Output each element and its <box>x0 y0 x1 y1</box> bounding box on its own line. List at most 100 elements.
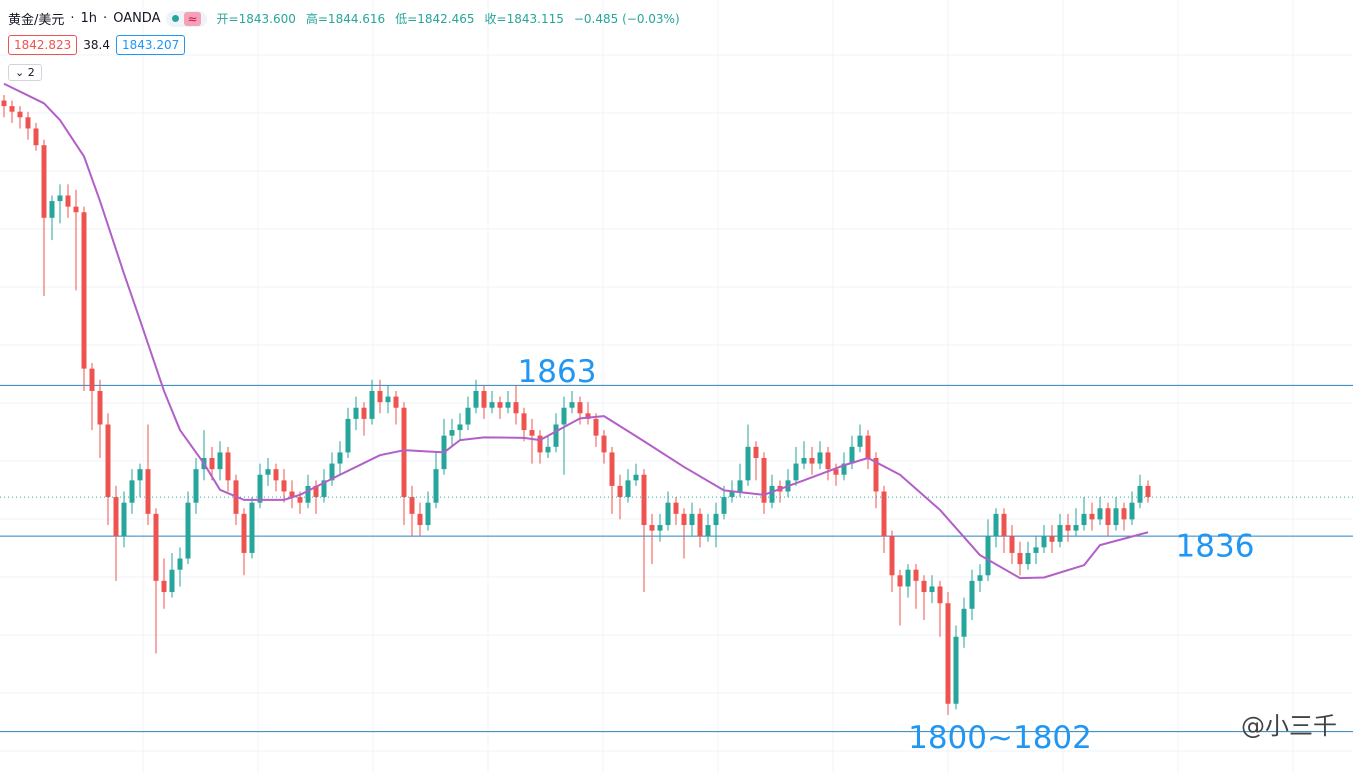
ohlc-high: 高=1844.616 <box>305 12 386 26</box>
candle-body <box>401 407 407 498</box>
candle-body <box>713 513 719 526</box>
candle-body <box>329 463 335 481</box>
candle-body <box>1081 513 1087 526</box>
candle-body <box>521 413 527 431</box>
candle-body <box>161 580 167 593</box>
candle-body <box>561 407 567 425</box>
candle-body <box>65 195 71 207</box>
candle-body <box>905 569 911 587</box>
candle-body <box>9 106 15 112</box>
candle-body <box>545 446 551 453</box>
candle-body <box>633 474 639 481</box>
candle-body <box>305 485 311 503</box>
candle-body <box>593 418 599 436</box>
candle-body <box>801 457 807 464</box>
candle-body <box>81 212 87 369</box>
candle-body <box>1049 536 1055 542</box>
candle-body <box>449 430 455 436</box>
candle-body <box>193 469 199 503</box>
level-label: 1800~1802 <box>908 720 1092 756</box>
candle-body <box>257 474 263 503</box>
candle-body <box>97 390 103 425</box>
candle-body <box>41 145 47 218</box>
candle-body <box>1001 513 1007 537</box>
candle-body <box>513 402 519 414</box>
candle-body <box>761 457 767 503</box>
candle-body <box>849 446 855 464</box>
layers-toggle[interactable]: ⌄ 2 <box>8 64 42 81</box>
candle-body <box>529 430 535 436</box>
candle-body <box>73 206 79 213</box>
candle-body <box>17 111 23 118</box>
candle-body <box>281 480 287 492</box>
candle-body <box>1057 525 1063 542</box>
candle-body <box>1 100 7 107</box>
candle-body <box>961 608 967 637</box>
candle-body <box>1129 502 1135 520</box>
candle-body <box>841 463 847 475</box>
candle-body <box>737 480 743 492</box>
candle-body <box>1145 485 1151 498</box>
candle-body <box>337 452 343 464</box>
legend-header: 黄金/美元 · 1h · OANDA ≈ 开=1843.600 高=1844.616… <box>8 10 680 28</box>
candle-body <box>577 402 583 414</box>
candle-body <box>857 435 863 447</box>
spread: 38.4 <box>83 38 110 52</box>
candle-body <box>1065 525 1071 531</box>
candle-body <box>57 195 63 202</box>
candle-body <box>1073 525 1079 531</box>
candle-body <box>881 491 887 537</box>
candle-body <box>625 480 631 498</box>
candle-body <box>361 407 367 419</box>
candle-body <box>249 502 255 553</box>
candle-body <box>1033 547 1039 553</box>
candle-body <box>649 525 655 531</box>
candle-body <box>1137 485 1143 503</box>
candle-body <box>417 513 423 526</box>
candle-body <box>833 469 839 475</box>
status[interactable]: ≈ <box>166 10 207 27</box>
candle-body <box>137 469 143 481</box>
candle-body <box>969 580 975 609</box>
candle-body <box>865 435 871 458</box>
candle-body <box>569 402 575 408</box>
candle-body <box>105 424 111 498</box>
candle-body <box>353 407 359 419</box>
candle-body <box>169 569 175 593</box>
interval[interactable]: 1h <box>80 11 98 26</box>
candle-body <box>609 452 615 486</box>
candle-body <box>409 497 415 514</box>
candle-body <box>873 457 879 492</box>
candle-body <box>689 513 695 526</box>
moving-average <box>3 82 1149 580</box>
watermark: @小三千 <box>1241 712 1337 740</box>
candle-body <box>937 586 943 604</box>
bid[interactable]: 1842.823 <box>8 35 78 55</box>
candle-body <box>481 390 487 408</box>
candle-body <box>1009 536 1015 553</box>
candle-body <box>1113 508 1119 526</box>
candle-body <box>681 513 687 526</box>
candle-body <box>1121 508 1127 520</box>
candle-body <box>457 424 463 431</box>
candle-body <box>313 485 319 498</box>
candle-body <box>697 513 703 537</box>
candle-body <box>993 513 999 537</box>
candle-body <box>297 497 303 503</box>
candle-body <box>985 536 991 576</box>
ask[interactable]: 1843.207 <box>115 35 186 55</box>
quotes: 1842.823 38.4 1843.207 <box>8 35 186 55</box>
candle-body <box>825 452 831 470</box>
candle-body <box>385 396 391 403</box>
candle-body <box>473 390 479 408</box>
candle-body <box>433 469 439 503</box>
level-label: 1863 <box>518 354 597 390</box>
candle-body <box>265 469 271 475</box>
candle-body <box>889 536 895 576</box>
candle-body <box>729 491 735 498</box>
ohlc-low: 低=1842.465 <box>395 12 475 26</box>
candle-body <box>121 502 127 537</box>
